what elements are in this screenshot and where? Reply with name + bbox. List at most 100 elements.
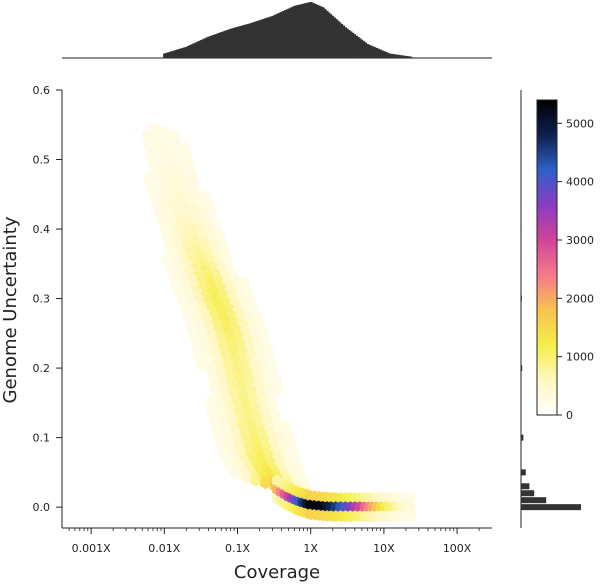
top-hist-bar bbox=[386, 52, 390, 58]
right-hist-bar bbox=[521, 497, 547, 504]
top-hist-bar bbox=[168, 51, 172, 58]
hexbin-cell bbox=[236, 380, 247, 393]
top-hist-bar bbox=[359, 38, 362, 58]
x-axis-label: Coverage bbox=[234, 562, 320, 583]
right-hist-bar bbox=[521, 490, 535, 497]
hexbin-cell bbox=[243, 374, 255, 387]
hexbin-cell bbox=[203, 353, 214, 366]
top-hist-bar bbox=[237, 26, 240, 58]
top-hist-bar bbox=[273, 15, 276, 58]
top-hist-bar bbox=[216, 33, 219, 58]
hexbin-cell bbox=[193, 350, 205, 363]
hexbin-cell bbox=[186, 168, 197, 181]
x-tick-label: 0.01X bbox=[148, 542, 180, 555]
top-hist-bar bbox=[174, 50, 177, 58]
hexbin-cell bbox=[143, 172, 154, 185]
top-hist-bar bbox=[322, 7, 325, 59]
hexbin-cell bbox=[253, 377, 264, 390]
top-hist-bar bbox=[370, 45, 373, 58]
y-tick-label: 0.2 bbox=[33, 362, 51, 375]
top-marginal-histogram bbox=[62, 2, 492, 59]
hexbin-cell bbox=[186, 322, 198, 335]
top-hist-bar bbox=[382, 51, 386, 58]
top-hist-bar bbox=[267, 17, 270, 58]
top-hist-bar bbox=[392, 54, 395, 58]
top-hist-bar bbox=[304, 3, 307, 58]
hexbin-cell bbox=[143, 138, 155, 151]
top-hist-bar bbox=[390, 53, 393, 58]
main-hexbin-panel: 0.001X 0.01X 0.1X 1X 10X 100X 0.0 0.1 0.2 0.3 0.4… bbox=[0, 84, 492, 583]
hexbin-cell bbox=[234, 371, 245, 384]
hexbin-cell bbox=[167, 162, 178, 175]
hexbin-cell bbox=[405, 501, 416, 514]
top-hist-bar bbox=[305, 2, 308, 59]
hexbin-cell bbox=[245, 383, 257, 396]
top-hist-bar bbox=[381, 50, 384, 58]
top-hist-bar bbox=[196, 41, 199, 58]
top-hist-bar bbox=[245, 24, 249, 58]
hexbin-cell bbox=[191, 340, 202, 353]
top-hist-bar bbox=[212, 34, 216, 58]
top-hist-bar bbox=[220, 32, 223, 58]
hexbin-cell bbox=[261, 371, 272, 384]
top-hist-bar bbox=[230, 28, 234, 58]
top-hist-bar bbox=[291, 6, 294, 59]
top-hist-bar bbox=[360, 39, 364, 58]
top-hist-bar bbox=[207, 36, 210, 58]
top-hist-bar bbox=[293, 5, 296, 59]
hexbin-cell bbox=[159, 125, 170, 138]
y-tick-label: 0.4 bbox=[33, 223, 51, 236]
hexbin-cell bbox=[213, 356, 224, 369]
top-hist-bar bbox=[342, 25, 346, 58]
top-hist-bar bbox=[194, 42, 197, 58]
right-hist-bar bbox=[521, 365, 523, 372]
top-hist-bar bbox=[355, 35, 358, 58]
top-hist-bar bbox=[302, 3, 306, 59]
top-hist-bar bbox=[252, 22, 256, 58]
hexbin-cell bbox=[272, 383, 283, 396]
hexbin-cell bbox=[180, 141, 191, 153]
top-hist-bar bbox=[179, 48, 183, 58]
x-tick-label: 0.001X bbox=[72, 542, 111, 555]
top-hist-bar bbox=[164, 52, 168, 58]
top-hist-bar bbox=[227, 29, 230, 58]
top-hist-bar bbox=[326, 10, 329, 58]
hexbin-cell bbox=[168, 128, 180, 141]
top-hist-bar bbox=[396, 54, 399, 58]
hexbin-cell bbox=[182, 150, 193, 163]
top-hist-bar bbox=[280, 11, 283, 59]
top-hist-bar bbox=[186, 45, 190, 58]
hexbin-cell bbox=[265, 389, 276, 402]
colorbar-tick-label: 5000 bbox=[566, 117, 594, 130]
right-hist-bar bbox=[521, 295, 522, 302]
hexbin-cell bbox=[149, 190, 160, 203]
top-hist-bar bbox=[295, 5, 299, 58]
top-hist-bar bbox=[201, 39, 205, 58]
top-hist-bar bbox=[278, 12, 281, 59]
top-hist-bar bbox=[388, 53, 391, 58]
hexbin-cell bbox=[145, 147, 157, 160]
top-hist-bar bbox=[282, 10, 285, 59]
top-hist-bar bbox=[225, 30, 228, 58]
top-hist-bar bbox=[306, 2, 310, 59]
top-hist-bar bbox=[368, 44, 371, 58]
top-hist-bar bbox=[221, 31, 225, 58]
colorbar-gradient bbox=[536, 99, 558, 416]
top-hist-bar bbox=[239, 26, 242, 58]
top-hist-bar bbox=[348, 30, 351, 58]
top-hist-bar bbox=[384, 51, 388, 58]
top-hist-bar bbox=[218, 32, 221, 58]
x-tick-label: 1X bbox=[303, 542, 318, 555]
hexbin-cell bbox=[149, 122, 160, 135]
top-hist-bar bbox=[351, 32, 355, 58]
colorbar-tick-label: 2000 bbox=[566, 292, 594, 305]
y-tick-label: 0.1 bbox=[33, 432, 51, 445]
hexbin-cell bbox=[209, 380, 220, 393]
x-tick-label: 0.1X bbox=[225, 542, 250, 555]
top-hist-bar bbox=[256, 20, 259, 58]
top-hist-bar bbox=[333, 17, 336, 58]
top-hist-bar bbox=[398, 54, 401, 58]
top-hist-bar bbox=[394, 54, 397, 58]
top-hist-bar bbox=[249, 23, 252, 59]
top-hist-bar bbox=[183, 47, 186, 58]
